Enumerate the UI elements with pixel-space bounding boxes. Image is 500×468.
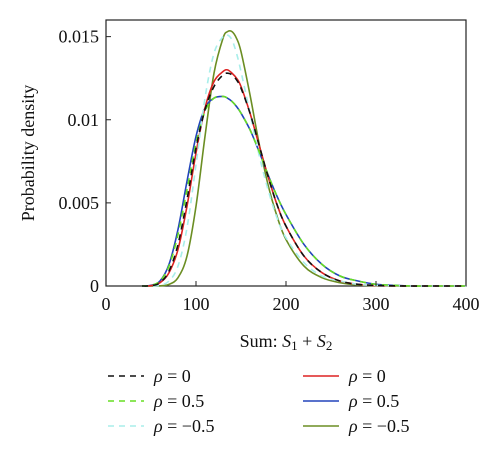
y-tick-label: 0.015 [59, 27, 100, 47]
legend-label-5: ρ = −0.5 [348, 416, 409, 436]
legend-label-4: ρ = 0.5 [348, 391, 399, 411]
x-axis-label-prefix: Sum: [240, 331, 283, 351]
x-tick-label: 300 [363, 294, 390, 314]
legend-label-3: ρ = 0 [348, 366, 386, 386]
x-axis: 0 100 200 300 400 [102, 281, 480, 314]
x-tick-label: 100 [183, 294, 210, 314]
x-tick-label: 0 [102, 294, 111, 314]
x-axis-label-s1: S [282, 331, 291, 351]
series-line-4 [141, 95, 466, 287]
y-tick-label: 0.005 [59, 193, 100, 213]
series-line-0 [141, 72, 466, 287]
legend-label-0: ρ = 0 [153, 366, 191, 386]
x-axis-label-s2: S [317, 331, 326, 351]
x-axis-label-sub2: 2 [326, 338, 333, 353]
legend-label-1: ρ = 0.5 [153, 391, 204, 411]
x-tick-label: 200 [273, 294, 300, 314]
x-tick-label: 400 [453, 294, 480, 314]
series-line-3 [141, 68, 466, 287]
x-axis-label-plus: + [298, 331, 317, 351]
y-axis: 0 0.005 0.01 0.015 [59, 27, 111, 296]
plot-area [105, 19, 467, 287]
y-tick-label: 0.01 [68, 110, 100, 130]
plot-frame [105, 19, 467, 287]
series-line-1 [141, 95, 466, 287]
legend: ρ = 0 ρ = 0.5 ρ = −0.5 ρ = 0 ρ = 0.5 ρ = −0.5 [108, 366, 409, 436]
x-axis-label-sub1: 1 [291, 338, 298, 353]
y-tick-label: 0 [90, 276, 99, 296]
legend-label-2: ρ = −0.5 [153, 416, 214, 436]
x-axis-label: Sum: S1 + S2 [240, 331, 333, 353]
y-axis-label: Probability density [18, 85, 38, 222]
